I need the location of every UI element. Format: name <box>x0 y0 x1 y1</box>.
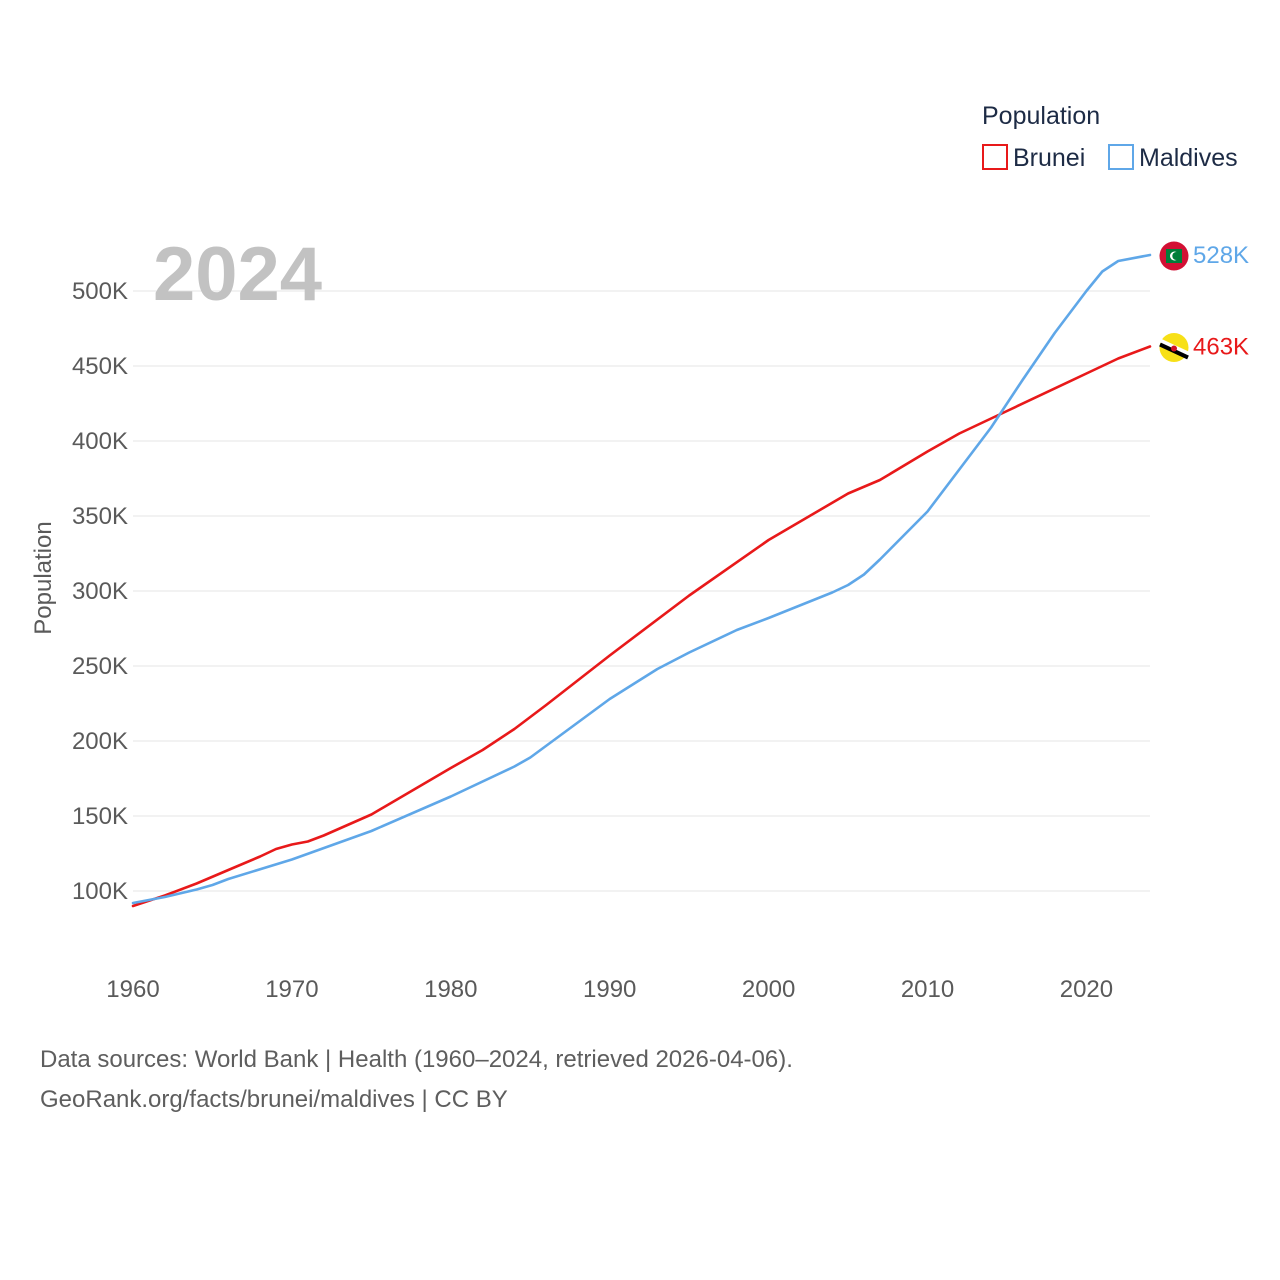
series-line-maldives[interactable] <box>131 253 1152 905</box>
y-axis: 100K 150K 200K 250K 300K 350K 400K 450K 500K <box>72 278 128 905</box>
source-link[interactable]: GeoRank.org/facts/brunei/maldives | CC B… <box>40 1086 508 1113</box>
y-tick-label: 100K <box>72 878 128 905</box>
y-tick-label: 450K <box>72 353 128 380</box>
y-tick-label: 150K <box>72 803 128 830</box>
x-axis: 1960 1970 1980 1990 2000 2010 2020 <box>106 976 1113 1003</box>
legend-swatch-brunei[interactable] <box>982 144 1008 170</box>
end-label-brunei: 463K <box>1193 334 1249 361</box>
x-tick-label: 2020 <box>1060 976 1113 1003</box>
legend-swatch-maldives[interactable] <box>1108 144 1134 170</box>
x-tick-label: 1980 <box>424 976 477 1003</box>
series-line-brunei[interactable] <box>131 345 1152 908</box>
x-tick-label: 1960 <box>106 976 159 1003</box>
x-tick-label: 2010 <box>901 976 954 1003</box>
y-tick-label: 400K <box>72 428 128 455</box>
maldives-flag-icon <box>1159 241 1189 271</box>
legend-label-brunei[interactable]: Brunei <box>1013 144 1085 172</box>
legend-title: Population <box>982 102 1100 130</box>
y-tick-label: 350K <box>72 503 128 530</box>
y-tick-label: 250K <box>72 653 128 680</box>
y-tick-label: 500K <box>72 278 128 305</box>
footer: Data sources: World Bank | Health (1960–… <box>40 1040 793 1120</box>
end-markers: 463K 528K <box>1159 241 1249 362</box>
legend-label-maldives[interactable]: Maldives <box>1139 144 1238 172</box>
grid-lines <box>133 290 1150 892</box>
series-lines <box>131 253 1152 908</box>
y-axis-title: Population <box>30 521 57 634</box>
year-label: 2024 <box>153 232 322 317</box>
brunei-flag-icon <box>1159 333 1189 362</box>
y-tick-label: 300K <box>72 578 128 605</box>
y-tick-label: 200K <box>72 728 128 755</box>
legend: Population Brunei Maldives <box>982 102 1238 172</box>
data-sources-note: Data sources: World Bank | Health (1960–… <box>40 1046 793 1073</box>
end-label-maldives: 528K <box>1193 242 1249 269</box>
x-tick-label: 2000 <box>742 976 795 1003</box>
x-tick-label: 1970 <box>265 976 318 1003</box>
x-tick-label: 1990 <box>583 976 636 1003</box>
